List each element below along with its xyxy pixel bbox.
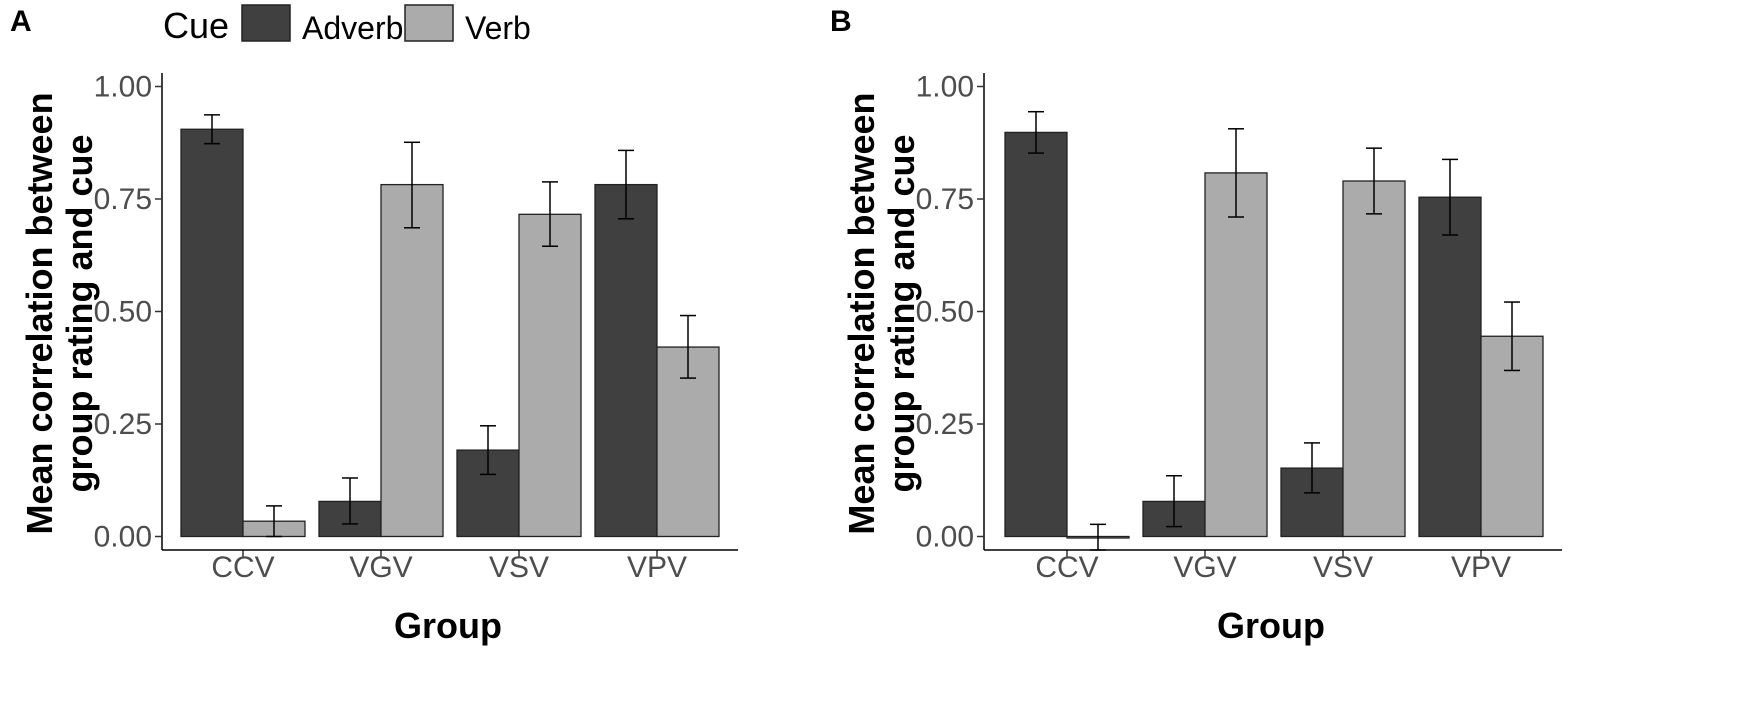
y-tick-label: 0.25 <box>916 408 974 441</box>
y-tick-label: 0.00 <box>94 521 152 554</box>
y-axis-title-line-2: group rating and cue <box>881 134 922 492</box>
x-axis-title: Group <box>394 605 502 646</box>
legend: Cue Adverb Verb <box>163 4 531 46</box>
x-tick-label-vgv: VGV <box>349 551 412 584</box>
bar-verb-vsv <box>1342 180 1406 538</box>
y-tick-label: 0.00 <box>916 521 974 554</box>
y-axis-title-line-2: group rating and cue <box>59 134 100 492</box>
y-tick-label: 0.25 <box>94 408 152 441</box>
x-axis-title: Group <box>1217 605 1325 646</box>
legend-key-verb <box>404 4 454 42</box>
panel-label: B <box>830 5 852 38</box>
x-tick-label-vpv: VPV <box>1451 551 1511 584</box>
y-tick-label: 1.00 <box>916 71 974 104</box>
y-tick-label: 1.00 <box>94 71 152 104</box>
x-tick-label-vsv: VSV <box>1313 551 1373 584</box>
y-tick-label: 0.50 <box>94 296 152 329</box>
y-axis-title-line-1: Mean correlation between <box>841 92 882 534</box>
bar-adverb-ccv <box>1004 131 1068 538</box>
y-tick-label: 0.75 <box>916 183 974 216</box>
panel-B: B CCV VGV VSV VPV 0.00 0.25 0.50 0.75 1.00 Group Me… <box>830 5 1562 646</box>
x-tick-label-vgv: VGV <box>1173 551 1236 584</box>
bar-adverb-vpv <box>1418 196 1482 538</box>
y-tick-label: 0.75 <box>94 183 152 216</box>
y-tick-label: 0.50 <box>916 296 974 329</box>
x-tick-label-vpv: VPV <box>627 551 687 584</box>
x-tick-label-vsv: VSV <box>489 551 549 584</box>
bar-adverb-ccv <box>180 128 244 538</box>
bar-verb-vgv <box>380 183 444 538</box>
panel-A: A CCV VGV VSV VPV 0.00 0.25 0.50 0.75 1.00 Group Me… <box>10 5 738 646</box>
x-tick-label-ccv: CCV <box>1035 551 1098 584</box>
y-axis-title-line-1: Mean correlation between <box>19 92 60 534</box>
legend-label-verb: Verb <box>465 10 531 46</box>
legend-key-adverb <box>241 4 291 42</box>
bar-verb-vsv <box>518 213 582 538</box>
legend-label-adverb: Adverb <box>302 10 403 46</box>
panel-label: A <box>10 5 32 38</box>
legend-title: Cue <box>163 5 229 46</box>
bar-adverb-vpv <box>594 183 658 538</box>
x-tick-label-ccv: CCV <box>211 551 274 584</box>
bar-verb-vgv <box>1204 172 1268 538</box>
